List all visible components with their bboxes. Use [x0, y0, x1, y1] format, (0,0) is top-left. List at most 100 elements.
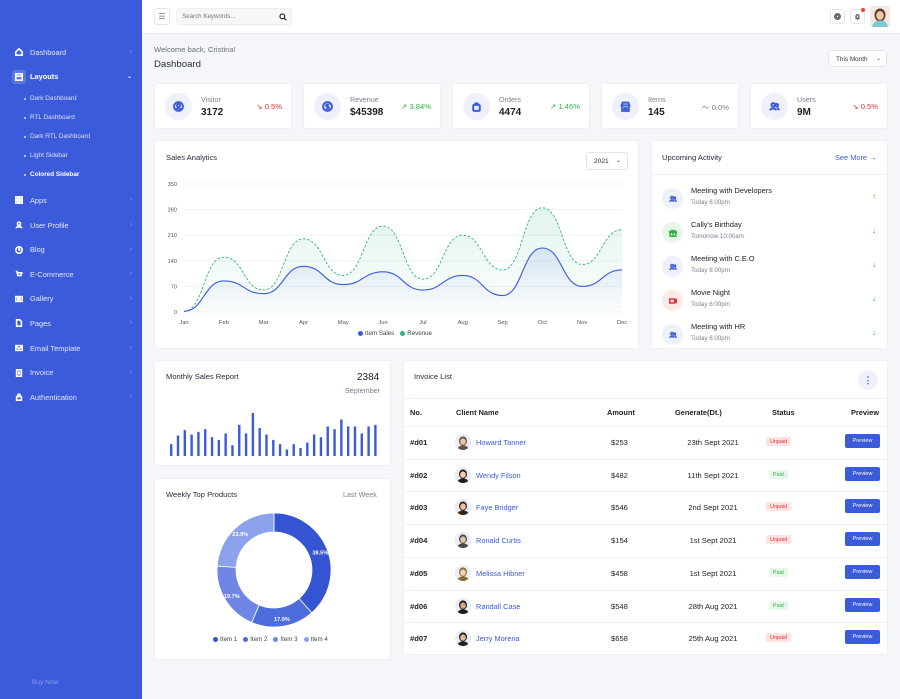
sidebar-item-invoice[interactable]: Invoice › [0, 360, 142, 385]
activity-item[interactable]: Cally's Birthday Tomorrow 10:00am ↓ [662, 218, 888, 252]
sales-analytics-legend: Item Sales Revenue [358, 330, 432, 337]
stat-label: Revenue [350, 95, 379, 104]
bar [217, 439, 221, 456]
users-icon [769, 102, 780, 111]
series-line-revenue [183, 207, 623, 312]
sidebar-item-dashboard[interactable]: Dashboard › [0, 40, 142, 65]
legend-label: Item 3 [280, 636, 298, 643]
activity-item[interactable]: Meeting with HR Today 6:00pm ↓ [662, 320, 888, 354]
notifications-button[interactable] [850, 8, 865, 24]
submenu-item-colored-sidebar[interactable]: Colored Sidebar [24, 165, 142, 184]
trend-flat-icon: 〜 [701, 103, 712, 112]
invoice-amount: $548 [611, 601, 628, 611]
table-row: #d04 Ronald Curtis $154 1st Sept 2021 Unpaid… [403, 524, 887, 556]
col-status: Status [772, 408, 795, 417]
preview-button[interactable]: Preview [845, 630, 880, 645]
activity-item[interactable]: Movie Night Today 6:00pm ↓ [662, 286, 888, 320]
stat-change: ↘ 0.5% [852, 102, 878, 111]
sidebar-item-pages[interactable]: Pages › [0, 311, 142, 336]
year-select[interactable]: 2021 ⌄ [586, 152, 628, 170]
table-row: #d02 Wendy Filson $482 11th Sept 2021 Paid Pr… [403, 458, 887, 491]
table-row: #d03 Faye Bridger $546 2nd Sept 2021 Unpaid P… [403, 491, 887, 523]
invoice-number: #d03 [410, 503, 428, 513]
client-name-link[interactable]: Jerry Morena [476, 634, 520, 644]
bag-icon [472, 102, 481, 112]
settings-button[interactable] [830, 9, 845, 24]
arrow-down-icon: ↓ [872, 226, 876, 235]
x-tick-label: May [338, 320, 349, 326]
legend-item: Item 3 [273, 636, 298, 643]
pie-value-label: 23.9% [232, 532, 248, 538]
top-header: ☰ [142, 0, 900, 34]
buy-now-link[interactable]: Buy Now [32, 679, 59, 686]
invoice-date: 28th Aug 2021 [688, 601, 738, 611]
search-icon[interactable] [279, 13, 287, 21]
legend-swatch [213, 636, 218, 642]
see-more-label: See More [835, 153, 868, 162]
submenu-item-light-sidebar[interactable]: Light Sidebar [24, 146, 142, 165]
top-products-legend: Item 1 Item 2 Item 3 Item 4 [213, 636, 328, 643]
preview-button[interactable]: Preview [845, 434, 880, 448]
client-name-link[interactable]: Randall Case [476, 601, 521, 611]
bar [197, 431, 200, 456]
preview-button[interactable]: Preview [845, 499, 880, 514]
sidebar-item-label: Gallery [30, 294, 54, 304]
sidebar-item-gallery[interactable]: Gallery › [0, 287, 142, 312]
period-select[interactable]: This Month ⌄ [828, 50, 887, 67]
preview-button[interactable]: Preview [845, 532, 880, 547]
preview-button[interactable]: Preview [845, 466, 880, 481]
sidebar-item-authentication[interactable]: Authentication › [0, 385, 142, 410]
sidebar-item-label: Dashboard [30, 47, 67, 57]
divider [651, 174, 888, 175]
submenu-item-rtl-dashboard[interactable]: RTL Dashboard [24, 108, 142, 127]
activity-item[interactable]: Meeting with C.E.O Today 6:00pm ↓ [662, 252, 888, 286]
top-products-title: Weekly Top Products [166, 490, 238, 499]
sidebar-item-layouts[interactable]: Layouts ⌄ [0, 65, 142, 90]
sidebar-item-label: User Profile [30, 220, 69, 230]
menu-toggle-button[interactable]: ☰ [154, 8, 170, 25]
sidebar-item-user-profile[interactable]: User Profile › [0, 213, 142, 238]
bar [183, 430, 187, 456]
bar [251, 413, 255, 456]
legend-item: Item 4 [303, 636, 328, 643]
activity-item[interactable]: Meeting with Developers Today 6:00pm ↑ [662, 184, 888, 218]
sidebar-item-e-commerce[interactable]: E-Commerce › [0, 262, 142, 287]
submenu-item-dark-rtl-dashboard[interactable]: Dark RTL Dashboard [24, 127, 142, 146]
user-avatar[interactable] [870, 6, 890, 27]
movie-icon-wrap [662, 290, 683, 311]
sidebar-item-apps[interactable]: Apps › [0, 188, 142, 213]
client-name-link[interactable]: Ronald Curtis [476, 536, 521, 546]
client-name-link[interactable]: Wendy Filson [476, 470, 521, 480]
y-tick-label: 210 [168, 233, 177, 239]
bar [176, 435, 180, 456]
upcoming-activity-title: Upcoming Activity [662, 153, 722, 162]
chevron-down-icon: ⌄ [875, 56, 881, 62]
legend-swatch [358, 330, 363, 336]
preview-button[interactable]: Preview [845, 597, 880, 612]
stat-value: 145 [648, 107, 665, 118]
legend-item: Item 1 [213, 636, 237, 643]
search-input[interactable] [177, 9, 273, 24]
arrow-up-icon: ↑ [872, 192, 876, 201]
sidebar-item-blog[interactable]: Blog › [0, 237, 142, 262]
sales-analytics-title: Sales Analytics [166, 153, 218, 162]
client-name-link[interactable]: Melissa Hibner [476, 568, 525, 578]
client-name-link[interactable]: Howard Tanner [476, 438, 526, 447]
stat-change-value: 3.84% [409, 102, 431, 111]
legend-swatch [303, 636, 309, 642]
see-more-link[interactable]: See More → [835, 153, 877, 162]
legend-swatch [273, 636, 279, 642]
submenu-item-dark-dashboard[interactable]: Dark Dashboard [24, 89, 142, 108]
chevron-right-icon: › [130, 246, 132, 253]
stat-value: 3172 [201, 107, 224, 118]
invoice-more-button[interactable]: ⋮ [858, 370, 878, 390]
user-icon-wrap [12, 218, 26, 232]
bar [272, 439, 275, 456]
sidebar-item-email-template[interactable]: Email Template › [0, 336, 142, 361]
invoice-date: 23th Sept 2021 [687, 438, 739, 447]
client-name-link[interactable]: Faye Bridger [476, 503, 519, 513]
arrow-down-icon: ↓ [872, 260, 876, 269]
bar [278, 444, 282, 456]
preview-button[interactable]: Preview [845, 564, 880, 579]
